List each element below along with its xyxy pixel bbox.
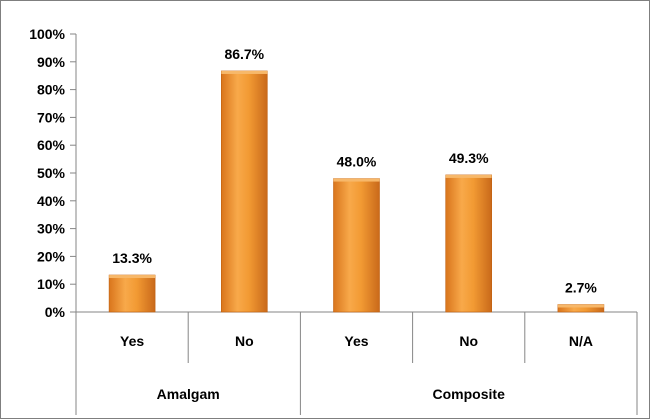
data-label: 86.7% [224, 46, 264, 62]
category-label: No [235, 333, 254, 349]
bar-top-highlight [557, 304, 604, 308]
data-label: 48.0% [337, 154, 377, 170]
y-tick-label: 0% [45, 304, 66, 320]
group-label: Composite [433, 386, 506, 402]
y-tick-label: 80% [37, 82, 66, 98]
data-label: 13.3% [112, 250, 152, 266]
bar-top-highlight [221, 70, 268, 74]
y-tick-label: 20% [37, 248, 66, 264]
y-tick-label: 30% [37, 221, 66, 237]
y-tick-label: 50% [37, 165, 66, 181]
y-tick-label: 40% [37, 193, 66, 209]
data-label: 2.7% [565, 279, 597, 295]
category-label: Yes [120, 333, 144, 349]
bar [333, 178, 380, 313]
category-label: No [459, 333, 478, 349]
axis-layer: 0% 10% 20% 30% 40% 50% 60% 70% 80% 90% 100% [29, 26, 638, 415]
bar-top-highlight [445, 174, 492, 178]
bar-top-highlight [109, 275, 156, 279]
bar [445, 174, 493, 313]
bar [108, 274, 156, 313]
data-label: 49.3% [449, 150, 489, 166]
y-tick-label: 10% [37, 276, 66, 292]
group-label: Amalgam [157, 386, 220, 402]
category-label: Yes [344, 333, 368, 349]
y-tick-label: 70% [37, 109, 66, 125]
bar [221, 70, 268, 313]
label-layer: 13.3% Yes 86.7% No 48.0% Yes 49.3% No 2.7% N/A Ama… [112, 46, 597, 402]
category-label: N/A [569, 333, 593, 349]
y-tick-label: 90% [37, 54, 66, 70]
bar-top-highlight [333, 178, 380, 182]
y-tick-label: 60% [37, 137, 66, 153]
y-tick-label: 100% [29, 26, 65, 42]
bar-layer [108, 70, 605, 313]
